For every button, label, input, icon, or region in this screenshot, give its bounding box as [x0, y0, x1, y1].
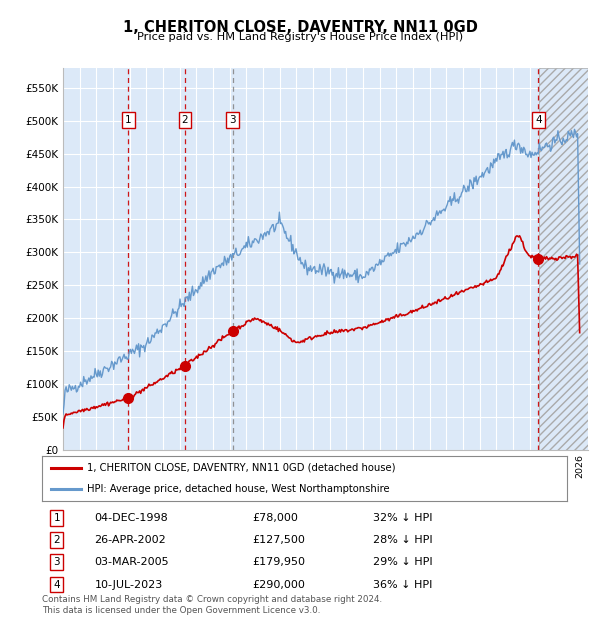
Text: 3: 3: [229, 115, 236, 125]
Text: 4: 4: [535, 115, 542, 125]
Text: £78,000: £78,000: [252, 513, 298, 523]
Text: 2: 2: [182, 115, 188, 125]
Text: £127,500: £127,500: [252, 535, 305, 545]
Text: 1, CHERITON CLOSE, DAVENTRY, NN11 0GD: 1, CHERITON CLOSE, DAVENTRY, NN11 0GD: [122, 20, 478, 35]
Text: 2: 2: [53, 535, 60, 545]
Bar: [539, 68, 588, 450]
Text: 26-APR-2002: 26-APR-2002: [95, 535, 166, 545]
Text: Price paid vs. HM Land Registry's House Price Index (HPI): Price paid vs. HM Land Registry's House …: [137, 32, 463, 42]
Text: 10-JUL-2023: 10-JUL-2023: [95, 580, 163, 590]
Text: 04-DEC-1998: 04-DEC-1998: [95, 513, 168, 523]
Text: 3: 3: [53, 557, 60, 567]
Text: £290,000: £290,000: [252, 580, 305, 590]
Text: Contains HM Land Registry data © Crown copyright and database right 2024.: Contains HM Land Registry data © Crown c…: [42, 595, 382, 604]
Text: 1: 1: [53, 513, 60, 523]
Text: 1: 1: [125, 115, 131, 125]
Text: 36% ↓ HPI: 36% ↓ HPI: [373, 580, 432, 590]
Text: 28% ↓ HPI: 28% ↓ HPI: [373, 535, 433, 545]
Text: 4: 4: [53, 580, 60, 590]
Text: 32% ↓ HPI: 32% ↓ HPI: [373, 513, 432, 523]
Text: 1, CHERITON CLOSE, DAVENTRY, NN11 0GD (detached house): 1, CHERITON CLOSE, DAVENTRY, NN11 0GD (d…: [86, 463, 395, 473]
Text: 29% ↓ HPI: 29% ↓ HPI: [373, 557, 433, 567]
Text: 03-MAR-2005: 03-MAR-2005: [95, 557, 169, 567]
Text: HPI: Average price, detached house, West Northamptonshire: HPI: Average price, detached house, West…: [86, 484, 389, 494]
Text: This data is licensed under the Open Government Licence v3.0.: This data is licensed under the Open Gov…: [42, 606, 320, 616]
Text: £179,950: £179,950: [252, 557, 305, 567]
